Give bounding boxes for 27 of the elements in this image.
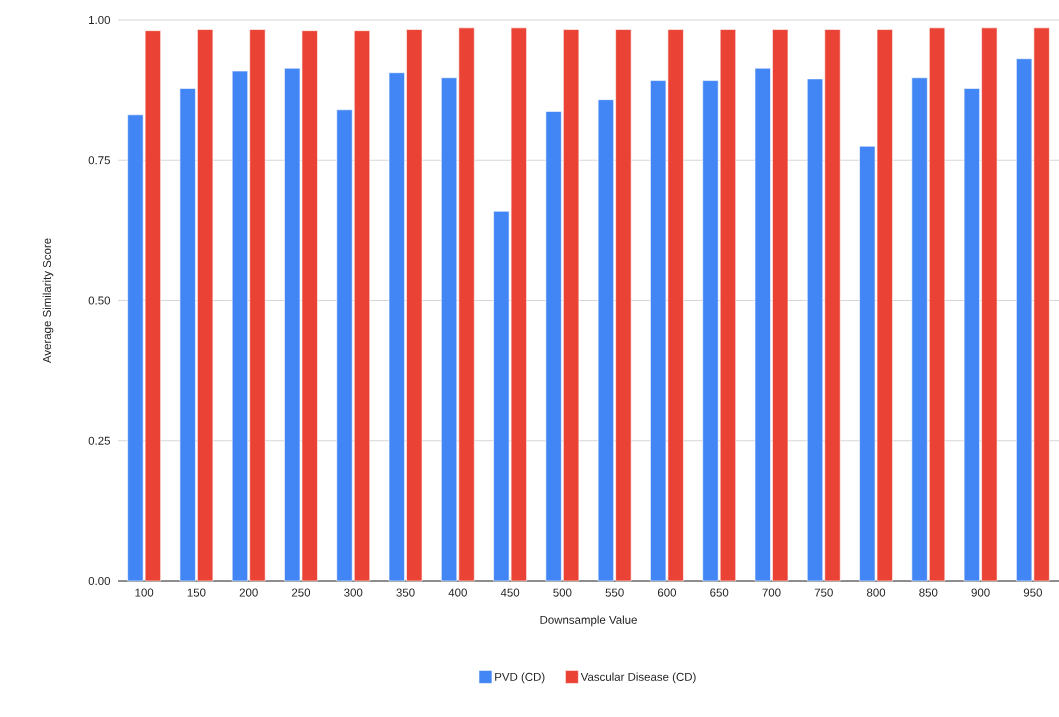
legend-label: PVD (CD) <box>495 672 545 684</box>
y-axis-title: Average Similarity Score <box>42 238 54 364</box>
x-tick-label: 700 <box>762 588 781 597</box>
x-tick-label: 950 <box>1023 588 1042 597</box>
x-tick-label: 750 <box>814 588 833 597</box>
x-tick-label: 250 <box>292 588 311 597</box>
y-tick-label: 1.00 <box>89 15 111 25</box>
x-tick-label: 400 <box>448 588 467 597</box>
x-tick-label: 300 <box>344 588 363 597</box>
x-tick-label: 100 <box>135 588 154 597</box>
y-tick-label: 0.75 <box>88 156 110 165</box>
x-tick-label: 150 <box>187 588 206 597</box>
y-tick-label: 0.00 <box>88 576 111 586</box>
x-tick-label: 500 <box>553 588 572 597</box>
y-tick-label: 0.50 <box>88 296 111 305</box>
legend-label: Vascular Disease (CD) <box>580 672 696 684</box>
x-tick-label: 850 <box>919 588 938 597</box>
x-tick-label: 450 <box>500 588 520 597</box>
x-axis-title: Downsample Value <box>540 615 637 627</box>
x-tick-label: 900 <box>971 588 990 597</box>
x-tick-label: 200 <box>239 588 258 597</box>
y-tick-label: 0.25 <box>88 436 110 445</box>
x-tick-label: 600 <box>657 588 677 597</box>
x-tick-label: 550 <box>605 588 624 597</box>
x-tick-label: 800 <box>866 588 886 597</box>
x-tick-label: 350 <box>396 588 415 597</box>
x-tick-label: 650 <box>710 588 729 597</box>
